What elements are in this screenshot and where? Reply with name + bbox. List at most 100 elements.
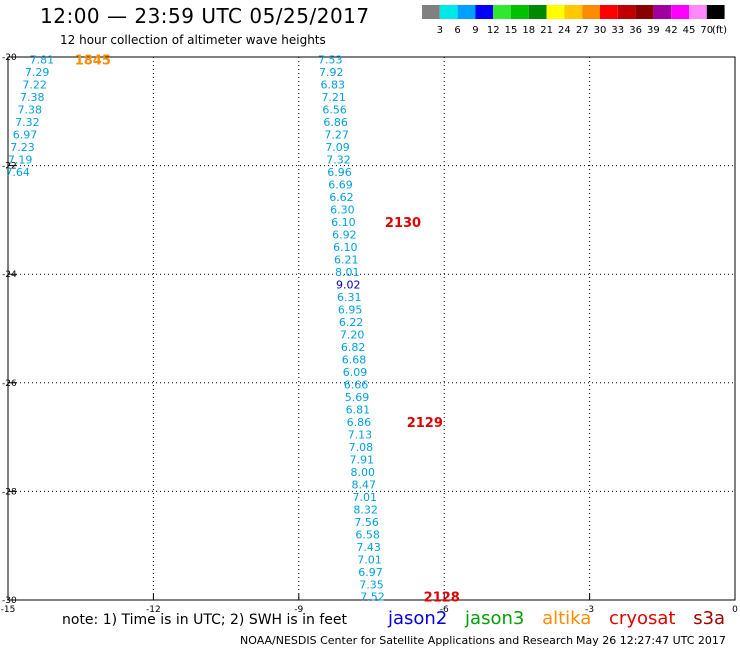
colorbar-swatch (422, 5, 440, 19)
colorbar-swatch (457, 5, 476, 19)
y-tick-label: -24 (2, 270, 17, 280)
y-tick-label: -30 (2, 596, 17, 606)
x-tick-label: -6 (440, 605, 449, 615)
colorbar-tick-label: 42 (665, 25, 678, 36)
colorbar-swatch (511, 5, 529, 19)
swh-label: 6.95 (338, 303, 363, 316)
swh-label: 7.81 (30, 54, 55, 67)
swh-label: 6.58 (355, 528, 380, 541)
swh-label: 8.01 (335, 266, 360, 279)
legend-item-jason3: jason3 (465, 608, 525, 629)
y-tick-label: -22 (2, 162, 17, 172)
swh-label: 7.13 (348, 428, 373, 441)
swh-label: 6.09 (343, 366, 368, 379)
colorbar-tick-label: 21 (540, 25, 553, 36)
swh-label: 7.52 (360, 591, 385, 604)
footnote: note: 1) Time is in UTC; 2) SWH is in fe… (62, 612, 348, 628)
colorbar-swatch (493, 5, 511, 19)
satellite-legend: jason2 jason3 altika cryosat s3a (388, 608, 725, 629)
swh-label: 7.19 (8, 154, 33, 167)
swh-label: 6.21 (334, 254, 359, 267)
chart-subtitle: 12 hour collection of altimeter wave hei… (60, 33, 326, 47)
swh-label: 7.35 (359, 578, 384, 591)
swh-label: 7.32 (15, 116, 40, 129)
colorbar-tick-label: 15 (505, 25, 518, 36)
swh-label: 7.29 (25, 66, 50, 79)
colorbar-swatch (706, 5, 725, 19)
swh-label: 7.27 (324, 129, 349, 142)
colorbar-tick-label: 12 (487, 25, 500, 36)
swh-label: 8.32 (353, 503, 378, 516)
swh-label: 5.69 (345, 391, 370, 404)
colorbar-swatch (439, 5, 458, 19)
colorbar-tick-label: 27 (576, 25, 589, 36)
colorbar-swatch (564, 5, 583, 19)
legend-item-cryosat: cryosat (609, 608, 676, 629)
colorbar-swatch (617, 5, 636, 19)
swh-label: 6.86 (347, 416, 372, 429)
colorbar-swatch (582, 5, 600, 19)
swh-label: 6.97 (358, 566, 383, 579)
colorbar-swatch (671, 5, 689, 19)
swh-label: 8.00 (351, 466, 376, 479)
colorbar-tick-label: 36 (629, 25, 642, 36)
colorbar-tick-label: 39 (647, 25, 660, 36)
swh-label: 6.66 (344, 378, 369, 391)
colorbar-tick-label: 18 (522, 25, 535, 36)
swh-label: 6.56 (322, 104, 347, 117)
swh-label: 9.02 (336, 279, 361, 292)
swh-label: 7.92 (319, 66, 344, 79)
color-scale-bar: 3 6 9 12 15 18 21 24 27 30 33 36 39 42 45 70(ft) (422, 5, 727, 36)
swh-label: 7.21 (321, 91, 346, 104)
colorbar-swatch (653, 5, 672, 19)
y-tick-label: -28 (2, 487, 17, 497)
y-tick-label: -26 (2, 379, 17, 389)
swh-label: 6.68 (342, 353, 367, 366)
colorbar-tick-label: 9 (472, 25, 478, 36)
swh-label: 6.83 (320, 79, 345, 92)
swh-label: 6.96 (327, 166, 352, 179)
colorbar-swatch (475, 5, 494, 19)
colorbar-tick-label: 30 (594, 25, 607, 36)
swh-label: 6.22 (339, 316, 364, 329)
colorbar-swatch (600, 5, 618, 19)
legend-item-jason2: jason2 (388, 608, 448, 629)
x-tick-label: -3 (585, 605, 594, 615)
colorbar-swatch (635, 5, 654, 19)
swh-label: 6.10 (333, 241, 358, 254)
swh-label: 7.22 (22, 79, 47, 92)
swh-label: 6.62 (329, 191, 354, 204)
swh-label: 7.38 (20, 91, 45, 104)
swh-label: 6.97 (13, 129, 38, 142)
legend-item-altika: altika (542, 608, 592, 629)
pass-time-label: 2130 (385, 216, 421, 231)
x-tick-label: -12 (146, 605, 161, 615)
swh-label: 6.86 (323, 116, 348, 129)
colorbar-swatch (546, 5, 565, 19)
pass-time-label: 2129 (407, 416, 443, 431)
pass-time-label: 2128 (424, 591, 460, 606)
legend-item-s3a: s3a (693, 608, 726, 629)
footer-credit: NOAA/NESDIS Center for Satellite Applica… (240, 634, 574, 647)
colorbar-swatch (689, 5, 707, 19)
swh-label: 7.43 (356, 541, 381, 554)
colorbar-tick-label: 45 (683, 25, 696, 36)
x-tick-label: -9 (294, 605, 303, 615)
swh-label: 6.10 (331, 216, 356, 229)
y-tick-label: -20 (2, 53, 17, 63)
colorbar-swatch (528, 5, 547, 19)
x-tick-label: -15 (1, 605, 16, 615)
swh-label: 6.81 (346, 403, 371, 416)
plot-frame (7, 56, 736, 601)
colorbar-tick-label: 33 (611, 25, 624, 36)
swh-label: 7.38 (18, 104, 43, 117)
swh-label: 6.82 (341, 341, 366, 354)
swh-label: 7.09 (325, 141, 350, 154)
swh-label: 7.64 (5, 166, 30, 179)
swh-label: 6.31 (337, 291, 362, 304)
swh-label: 7.01 (357, 553, 382, 566)
footer-timestamp: May 26 12:27:47 UTC 2017 (576, 634, 726, 647)
swh-label: 6.30 (330, 204, 355, 217)
pass-time-label: 1845 (75, 54, 111, 69)
